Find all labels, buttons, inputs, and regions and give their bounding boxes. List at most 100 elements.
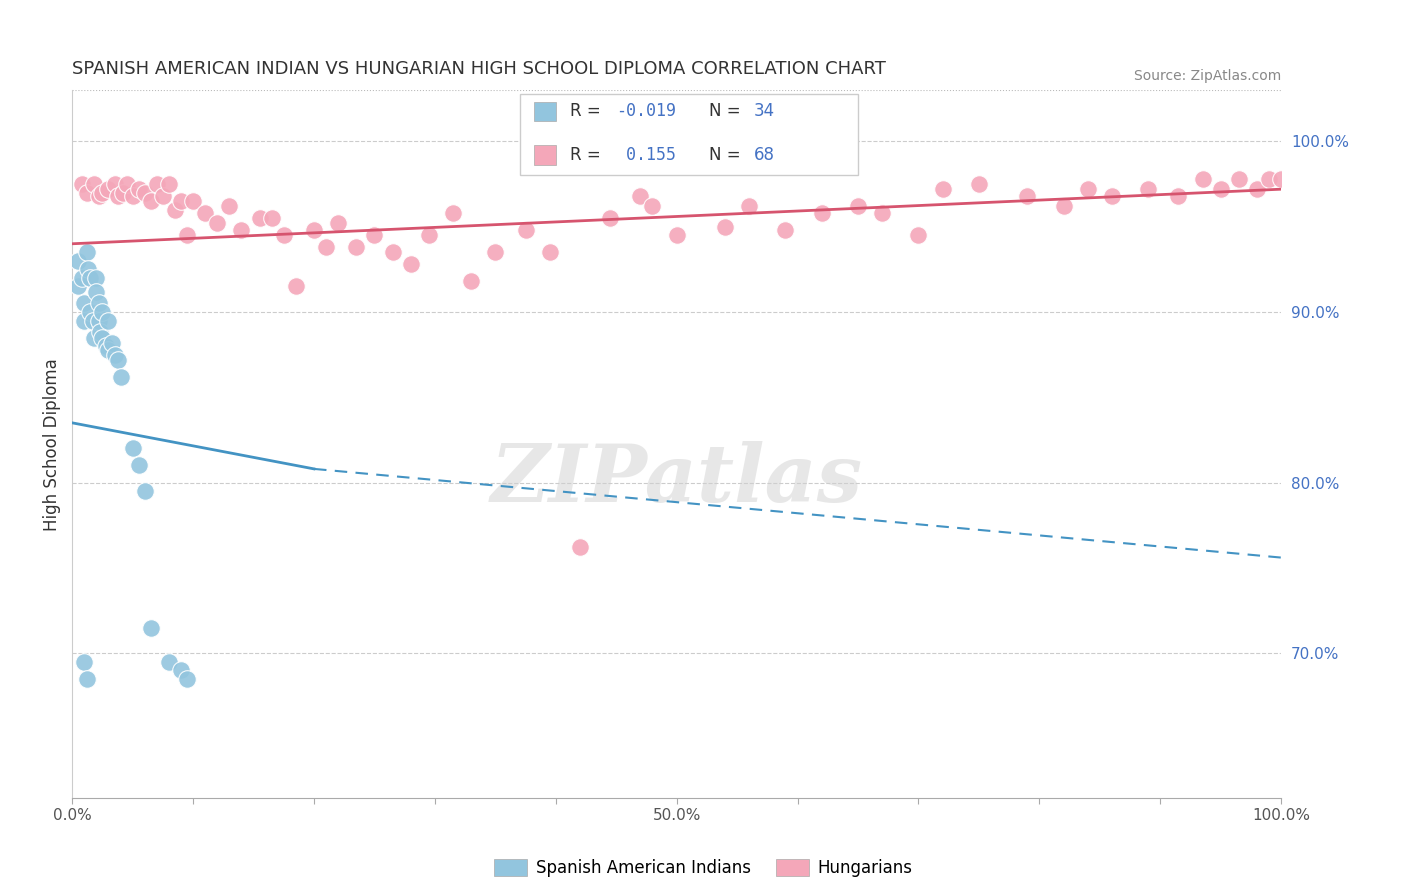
Point xyxy=(363,228,385,243)
Point xyxy=(665,228,688,243)
Text: N =: N = xyxy=(709,103,747,120)
Point xyxy=(315,240,337,254)
Bar xyxy=(534,145,555,165)
Bar xyxy=(534,102,555,120)
Text: 68: 68 xyxy=(754,146,775,164)
Point xyxy=(1270,172,1292,186)
Point xyxy=(967,177,990,191)
Point xyxy=(97,313,120,327)
Point xyxy=(163,202,186,217)
Point xyxy=(86,285,108,299)
Point xyxy=(207,216,229,230)
Point xyxy=(484,245,506,260)
Point xyxy=(775,223,797,237)
Point xyxy=(260,211,283,226)
Point xyxy=(83,330,105,344)
Point xyxy=(82,313,104,327)
Point xyxy=(181,194,204,208)
Point xyxy=(73,313,96,327)
Point xyxy=(1101,189,1123,203)
Text: 34: 34 xyxy=(754,103,775,120)
Point xyxy=(157,177,180,191)
Point xyxy=(170,194,193,208)
Text: R =: R = xyxy=(571,103,606,120)
Text: Source: ZipAtlas.com: Source: ZipAtlas.com xyxy=(1133,70,1281,83)
Point xyxy=(846,199,869,213)
Point xyxy=(70,271,93,285)
Point xyxy=(67,279,90,293)
Point xyxy=(87,189,110,203)
Point xyxy=(1209,182,1232,196)
Point xyxy=(381,245,404,260)
Point xyxy=(931,182,953,196)
Point xyxy=(91,330,114,344)
Point xyxy=(70,177,93,191)
Point xyxy=(284,279,307,293)
Point xyxy=(1137,182,1160,196)
Text: -0.019: -0.019 xyxy=(616,103,676,120)
Point xyxy=(273,228,295,243)
Point xyxy=(134,186,156,200)
Point xyxy=(628,189,651,203)
Point xyxy=(176,228,198,243)
Point xyxy=(1052,199,1074,213)
Point xyxy=(73,296,96,310)
Text: R =: R = xyxy=(571,146,606,164)
Point xyxy=(76,245,98,260)
Point xyxy=(107,352,129,367)
Point xyxy=(714,219,737,234)
Point xyxy=(810,206,832,220)
Point xyxy=(73,655,96,669)
Point xyxy=(641,199,664,213)
Point xyxy=(157,655,180,669)
Point xyxy=(515,223,537,237)
Point xyxy=(79,305,101,319)
Point xyxy=(91,305,114,319)
Point xyxy=(441,206,464,220)
Point xyxy=(538,245,561,260)
Point xyxy=(128,182,150,196)
Point xyxy=(110,369,132,384)
Point xyxy=(599,211,621,226)
Point xyxy=(77,262,100,277)
Point xyxy=(121,442,143,456)
Point xyxy=(1258,172,1281,186)
Point xyxy=(79,271,101,285)
Point xyxy=(89,326,111,340)
FancyBboxPatch shape xyxy=(519,94,858,175)
Point xyxy=(103,177,125,191)
Legend: Spanish American Indians, Hungarians: Spanish American Indians, Hungarians xyxy=(486,852,920,884)
Point xyxy=(344,240,367,254)
Point xyxy=(111,186,134,200)
Point xyxy=(101,335,124,350)
Point xyxy=(1191,172,1213,186)
Point xyxy=(1227,172,1250,186)
Point xyxy=(249,211,271,226)
Point xyxy=(115,177,138,191)
Point xyxy=(738,199,761,213)
Point xyxy=(152,189,174,203)
Point xyxy=(1017,189,1039,203)
Point xyxy=(568,541,591,555)
Point xyxy=(67,253,90,268)
Point xyxy=(91,186,114,200)
Point xyxy=(302,223,325,237)
Point xyxy=(146,177,169,191)
Point xyxy=(103,348,125,362)
Point xyxy=(1077,182,1099,196)
Point xyxy=(1246,182,1268,196)
Point xyxy=(176,672,198,686)
Text: SPANISH AMERICAN INDIAN VS HUNGARIAN HIGH SCHOOL DIPLOMA CORRELATION CHART: SPANISH AMERICAN INDIAN VS HUNGARIAN HIG… xyxy=(72,60,886,78)
Point xyxy=(218,199,240,213)
Point xyxy=(231,223,253,237)
Point xyxy=(870,206,893,220)
Point xyxy=(1167,189,1189,203)
Point xyxy=(134,484,156,499)
Point xyxy=(76,186,98,200)
Point xyxy=(107,189,129,203)
Text: ZIPatlas: ZIPatlas xyxy=(491,441,863,518)
Point xyxy=(76,672,98,686)
Point xyxy=(399,257,422,271)
Point xyxy=(907,228,929,243)
Point xyxy=(460,274,482,288)
